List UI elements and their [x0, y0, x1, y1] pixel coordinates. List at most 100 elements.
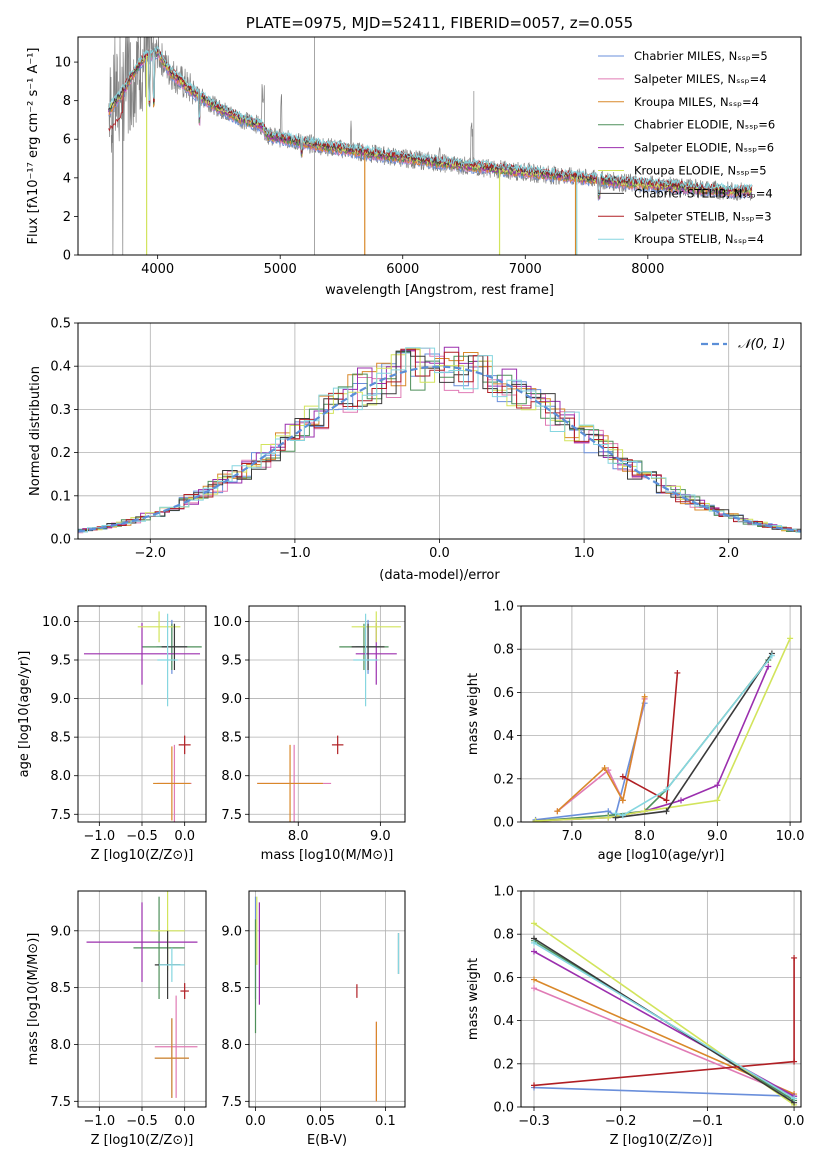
x-tick-label: 0.1 [375, 1114, 396, 1129]
errorbar-point-7 [161, 623, 188, 671]
y-tick-label: 0.6 [493, 971, 514, 986]
chart-title: PLATE=0975, MJD=52411, FIBERID=0057, z=0… [246, 14, 633, 32]
y-tick-label: 8 [63, 94, 71, 109]
y-tick-label: 0.8 [493, 643, 514, 658]
panel-3: −1.0 −0.5 0.0 7.5 8.0 8.5 9.0 9.5 10.0 Z [log10(Z… [17, 605, 207, 863]
y-tick-label: 9.0 [50, 924, 71, 939]
x-tick-label: 8000 [631, 262, 664, 277]
y-tick-label: 9.5 [221, 654, 242, 669]
y-tick-label: 2 [63, 210, 71, 225]
mass-weight-marker [791, 1095, 798, 1102]
mass-weight-marker [663, 797, 670, 804]
mass-weight-marker [531, 976, 538, 983]
x-tick-label: −1.0 [84, 829, 116, 844]
y-tick-label: 0.0 [493, 1101, 514, 1116]
axes-frame [520, 605, 802, 823]
x-tick-label: −2.0 [135, 546, 167, 561]
errorbar-point-8 [180, 983, 189, 999]
x-tick-label: 8.0 [288, 829, 309, 844]
axes-frame [77, 890, 207, 1108]
y-tick-label: 1.0 [493, 600, 514, 615]
residual-histogram-7 [78, 350, 801, 534]
mass-weight-marker [663, 808, 670, 815]
y-tick-label: 0.8 [493, 928, 514, 943]
panel-4: 8.0 9.0 7.5 8.0 8.5 9.0 9.5 10.0 mass [log10(M/M… [213, 605, 406, 863]
x-tick-label: 0.0 [429, 546, 450, 561]
plot-area [78, 346, 801, 534]
y-tick-label: 9.0 [50, 692, 71, 707]
plot-area [86, 891, 198, 1098]
panel-6: −1.0 −0.5 0.0 7.5 8.0 8.5 9.0 Z [log10(Z/Z⊙)] ma… [26, 890, 207, 1148]
y-tick-label: 9.0 [221, 924, 242, 939]
mass-weight-marker [765, 663, 772, 670]
axes-frame [248, 890, 406, 1108]
errorbar-point-6 [351, 611, 401, 643]
y-tick-label: 10 [54, 56, 71, 71]
residual-histogram-9 [78, 347, 801, 533]
y-tick-label: 0.2 [50, 446, 71, 461]
x-tick-label: −1.0 [279, 546, 311, 561]
panel-1: 4000 5000 6000 7000 8000 0 2 4 6 8 10 PLATE=0975, M… [26, 14, 802, 298]
mass-weight-line-4 [535, 659, 769, 822]
x-tick-label: 9.0 [370, 829, 391, 844]
x-tick-label: −0.3 [518, 1114, 550, 1129]
errorbar-point-5 [83, 622, 201, 685]
y-tick-label: 4 [63, 171, 71, 186]
panel-7: 0.0 0.05 0.1 7.5 8.0 8.5 9.0 E(B-V) [221, 890, 406, 1148]
x-axis-label: Z [log10(Z/Z⊙)] [91, 1133, 194, 1148]
y-tick-label: 7.5 [221, 1095, 242, 1110]
legend-label-8: Salpeter STELIB, Nₛₛₚ=3 [634, 209, 772, 223]
errorbar-point-6 [137, 611, 181, 643]
mass-weight-marker [791, 954, 798, 961]
y-tick-label: 8.0 [221, 1038, 242, 1053]
x-axis-label: mass [log10(M/M⊙)] [261, 848, 394, 863]
y-tick-label: 0.0 [50, 533, 71, 548]
errorbar-point-3 [257, 744, 323, 822]
y-tick-label: 0.2 [493, 772, 514, 787]
y-tick-label: 7.5 [50, 1095, 71, 1110]
x-tick-label: −0.5 [126, 1114, 158, 1129]
x-tick-label: −0.1 [692, 1114, 724, 1129]
y-tick-label: 0 [63, 249, 71, 264]
x-tick-label: 1.0 [574, 546, 595, 561]
x-tick-label: 2.0 [718, 546, 739, 561]
mass-weight-marker [531, 920, 538, 927]
x-tick-label: 0.0 [174, 829, 195, 844]
y-tick-label: 0.4 [493, 1014, 514, 1029]
x-tick-label: 7000 [509, 262, 542, 277]
mass-weight-marker [787, 635, 794, 642]
mass-weight-marker [605, 814, 612, 821]
x-tick-label: 0.05 [306, 1114, 335, 1129]
y-tick-label: 10.0 [213, 615, 242, 630]
x-tick-label: −0.2 [605, 1114, 637, 1129]
errorbar-point-9 [353, 613, 378, 707]
y-tick-label: 0.4 [50, 360, 71, 375]
mass-weight-line-1 [533, 1086, 795, 1097]
legend-label-5: Salpeter ELODIE, Nₛₛₚ=6 [634, 141, 774, 155]
mass-weight-marker [532, 817, 539, 822]
y-axis-label: mass weight [466, 673, 481, 755]
x-axis-label: age [log10(age/yr)] [598, 848, 725, 863]
mass-weight-marker [554, 808, 561, 815]
x-tick-label: 9.0 [707, 829, 728, 844]
legend-label-2: Salpeter MILES, Nₛₛₚ=4 [634, 72, 767, 86]
mass-weight-marker [531, 939, 538, 946]
y-tick-label: 0.3 [50, 403, 71, 418]
panel-2: −2.0 −1.0 0.0 1.0 2.0 0.0 0.1 0.2 0.3 0.4 0.5 (data… [28, 317, 802, 583]
mass-weight-marker [674, 669, 681, 676]
plot-area [257, 611, 401, 822]
plot-area [531, 920, 798, 1107]
errorbar-point-3 [153, 746, 191, 821]
x-tick-label: 8.0 [634, 829, 655, 844]
errorbar-point-3 [154, 1018, 189, 1098]
y-tick-label: 0.4 [493, 729, 514, 744]
y-tick-label: 7.5 [221, 808, 242, 823]
x-tick-label: −0.5 [126, 829, 158, 844]
mass-weight-marker [531, 948, 538, 955]
y-axis-label: Flux [fλ10⁻¹⁷ erg cm⁻² s⁻¹ A⁻¹] [26, 48, 41, 245]
errorbar-point-8 [331, 735, 344, 755]
y-tick-label: 0.0 [493, 816, 514, 831]
axes-frame [77, 605, 207, 823]
errorbar-point-8 [178, 735, 191, 755]
